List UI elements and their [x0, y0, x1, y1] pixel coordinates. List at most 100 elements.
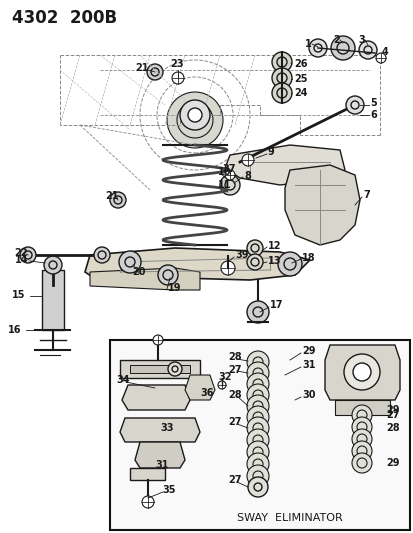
Text: 2: 2 [332, 35, 339, 45]
Circle shape [247, 384, 268, 406]
Circle shape [247, 301, 268, 323]
Text: 21: 21 [135, 63, 148, 73]
Circle shape [252, 307, 262, 317]
Text: 23: 23 [170, 59, 183, 69]
Text: 31: 31 [154, 460, 168, 470]
Circle shape [20, 247, 36, 263]
Circle shape [277, 252, 301, 276]
Circle shape [119, 251, 141, 273]
Text: 11: 11 [218, 180, 231, 190]
Text: 28: 28 [228, 390, 241, 400]
Circle shape [247, 465, 268, 487]
Text: 22: 22 [14, 248, 27, 258]
Text: 3: 3 [357, 35, 364, 45]
Circle shape [247, 240, 262, 256]
Text: 8: 8 [243, 171, 250, 181]
Text: 4302  200B: 4302 200B [12, 9, 117, 27]
Circle shape [356, 458, 366, 468]
Text: SWAY  ELIMINATOR: SWAY ELIMINATOR [237, 513, 342, 523]
Text: 12: 12 [267, 241, 281, 251]
Circle shape [252, 459, 262, 469]
Bar [42, 270, 64, 330]
Circle shape [242, 154, 254, 166]
Text: 30: 30 [301, 390, 315, 400]
Circle shape [151, 68, 159, 76]
Circle shape [147, 64, 163, 80]
Circle shape [330, 36, 354, 60]
Text: 15: 15 [12, 290, 26, 300]
Circle shape [125, 257, 135, 267]
Polygon shape [185, 375, 214, 400]
Text: 32: 32 [218, 372, 231, 382]
Circle shape [252, 471, 262, 481]
Circle shape [363, 46, 371, 54]
Text: 27: 27 [386, 410, 399, 420]
Text: 31: 31 [301, 360, 315, 370]
Circle shape [271, 68, 291, 88]
Polygon shape [130, 468, 165, 480]
Circle shape [250, 244, 259, 252]
Circle shape [350, 101, 358, 109]
Text: 13: 13 [267, 256, 281, 266]
Text: 37: 37 [221, 164, 235, 174]
Polygon shape [224, 145, 344, 185]
Text: 1: 1 [304, 39, 311, 49]
Polygon shape [120, 418, 199, 442]
Circle shape [168, 362, 182, 376]
Text: 16: 16 [8, 325, 21, 335]
Text: 29: 29 [301, 346, 315, 356]
Circle shape [247, 441, 268, 463]
Text: 17: 17 [269, 300, 283, 310]
Text: 26: 26 [293, 59, 307, 69]
Text: 4: 4 [381, 47, 388, 57]
Text: 10: 10 [218, 167, 231, 177]
Circle shape [250, 258, 259, 266]
Circle shape [271, 52, 291, 72]
Text: 28: 28 [228, 352, 241, 362]
Polygon shape [122, 385, 190, 410]
Polygon shape [334, 400, 389, 415]
Circle shape [313, 44, 321, 52]
Text: 35: 35 [161, 485, 175, 495]
Circle shape [171, 366, 178, 372]
Circle shape [247, 351, 268, 373]
Circle shape [98, 251, 106, 259]
Text: 20: 20 [132, 267, 145, 277]
Text: 24: 24 [293, 88, 307, 98]
Circle shape [247, 477, 267, 497]
Text: 25: 25 [293, 74, 307, 84]
Polygon shape [90, 268, 199, 290]
Circle shape [163, 270, 173, 280]
Circle shape [247, 417, 268, 439]
Circle shape [356, 410, 366, 420]
Circle shape [252, 379, 262, 389]
Polygon shape [120, 360, 199, 378]
Text: 29: 29 [386, 405, 399, 415]
Circle shape [247, 429, 268, 451]
Text: 5: 5 [369, 98, 376, 108]
Circle shape [247, 373, 268, 395]
Circle shape [336, 42, 348, 54]
Polygon shape [324, 345, 399, 400]
Circle shape [276, 88, 286, 98]
Circle shape [153, 335, 163, 345]
Circle shape [343, 354, 379, 390]
Bar [110, 340, 409, 530]
Circle shape [166, 92, 223, 148]
Circle shape [177, 102, 212, 138]
Text: 6: 6 [369, 110, 376, 120]
Circle shape [356, 446, 366, 456]
Circle shape [356, 434, 366, 444]
Circle shape [308, 39, 326, 57]
Circle shape [171, 72, 183, 84]
Circle shape [221, 261, 235, 275]
Text: 36: 36 [199, 388, 213, 398]
Circle shape [252, 423, 262, 433]
Circle shape [247, 362, 268, 384]
Polygon shape [284, 165, 359, 245]
Circle shape [224, 180, 235, 190]
Text: 18: 18 [301, 253, 315, 263]
Circle shape [375, 53, 385, 63]
Circle shape [44, 256, 62, 274]
Circle shape [271, 83, 291, 103]
